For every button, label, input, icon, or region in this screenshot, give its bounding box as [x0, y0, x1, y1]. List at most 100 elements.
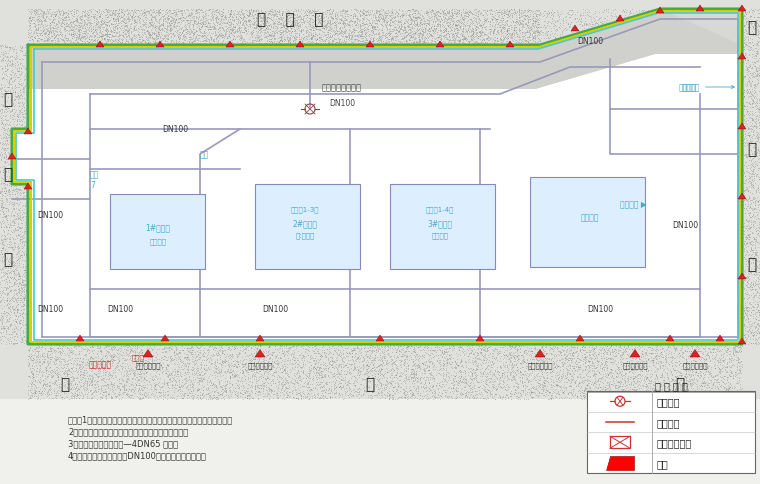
Point: [549, 19, 561, 27]
Point: [331, 350, 344, 358]
Point: [464, 45, 476, 53]
Point: [330, 386, 342, 393]
Point: [720, 341, 732, 348]
Point: [0, 142, 9, 150]
Point: [451, 361, 463, 369]
Point: [176, 30, 188, 37]
Point: [195, 374, 207, 381]
Point: [106, 34, 118, 42]
Point: [576, 377, 588, 384]
Point: [385, 33, 397, 41]
Point: [685, 69, 697, 77]
Point: [655, 348, 667, 356]
Point: [0, 204, 9, 212]
Point: [622, 83, 635, 91]
Point: [372, 23, 384, 30]
Point: [703, 395, 715, 403]
Point: [212, 341, 224, 349]
Point: [10, 313, 22, 320]
Point: [640, 50, 652, 58]
Point: [289, 359, 301, 367]
Point: [17, 210, 30, 217]
Point: [614, 366, 626, 374]
Point: [548, 31, 560, 39]
Point: [48, 75, 60, 83]
Point: [736, 167, 749, 175]
Point: [395, 348, 407, 356]
Point: [251, 44, 263, 52]
Point: [593, 369, 605, 377]
Point: [589, 354, 601, 362]
Point: [42, 360, 54, 368]
Point: [157, 60, 169, 68]
Point: [49, 12, 62, 19]
Point: [596, 344, 608, 352]
Point: [740, 330, 752, 338]
Point: [556, 375, 568, 382]
Point: [271, 46, 283, 54]
Point: [187, 44, 199, 52]
Point: [126, 53, 138, 60]
Point: [366, 46, 378, 54]
Point: [752, 289, 760, 297]
Point: [598, 44, 610, 51]
Point: [385, 16, 397, 24]
Point: [264, 385, 277, 393]
Point: [370, 347, 382, 355]
Point: [290, 377, 302, 385]
Point: [269, 44, 281, 51]
Point: [12, 286, 24, 293]
Point: [21, 118, 33, 125]
Point: [502, 31, 515, 39]
Point: [611, 365, 623, 373]
Point: [470, 23, 482, 31]
Point: [621, 393, 633, 401]
Point: [14, 42, 26, 50]
Point: [211, 351, 223, 359]
Point: [614, 81, 626, 89]
Point: [325, 45, 337, 53]
Point: [747, 258, 759, 266]
Point: [43, 25, 55, 33]
Point: [746, 296, 758, 303]
Point: [199, 73, 211, 80]
Point: [698, 51, 711, 59]
Point: [471, 40, 483, 48]
Point: [630, 73, 642, 80]
Point: [154, 390, 166, 397]
Point: [2, 289, 14, 297]
Point: [226, 380, 239, 388]
Point: [204, 34, 216, 42]
Point: [727, 59, 739, 67]
Point: [16, 235, 28, 243]
Point: [138, 378, 150, 386]
Point: [563, 350, 575, 358]
Point: [155, 22, 167, 30]
Point: [127, 84, 139, 92]
Point: [425, 32, 437, 40]
Point: [46, 19, 59, 27]
Point: [5, 241, 17, 248]
Point: [706, 342, 718, 349]
Point: [669, 354, 681, 362]
Point: [31, 352, 43, 360]
Point: [98, 25, 110, 32]
Point: [414, 11, 426, 19]
Point: [253, 40, 265, 48]
Point: [295, 364, 307, 372]
Point: [522, 43, 534, 50]
Point: [303, 384, 315, 392]
Point: [156, 11, 168, 19]
Point: [262, 349, 274, 357]
Point: [227, 17, 239, 25]
Point: [43, 10, 55, 18]
Point: [613, 346, 625, 354]
Point: [78, 371, 90, 379]
Point: [617, 349, 629, 357]
Point: [55, 393, 68, 401]
Point: [359, 32, 372, 40]
Point: [532, 363, 544, 371]
Point: [704, 73, 716, 80]
Point: [49, 27, 61, 35]
Point: [280, 384, 293, 392]
